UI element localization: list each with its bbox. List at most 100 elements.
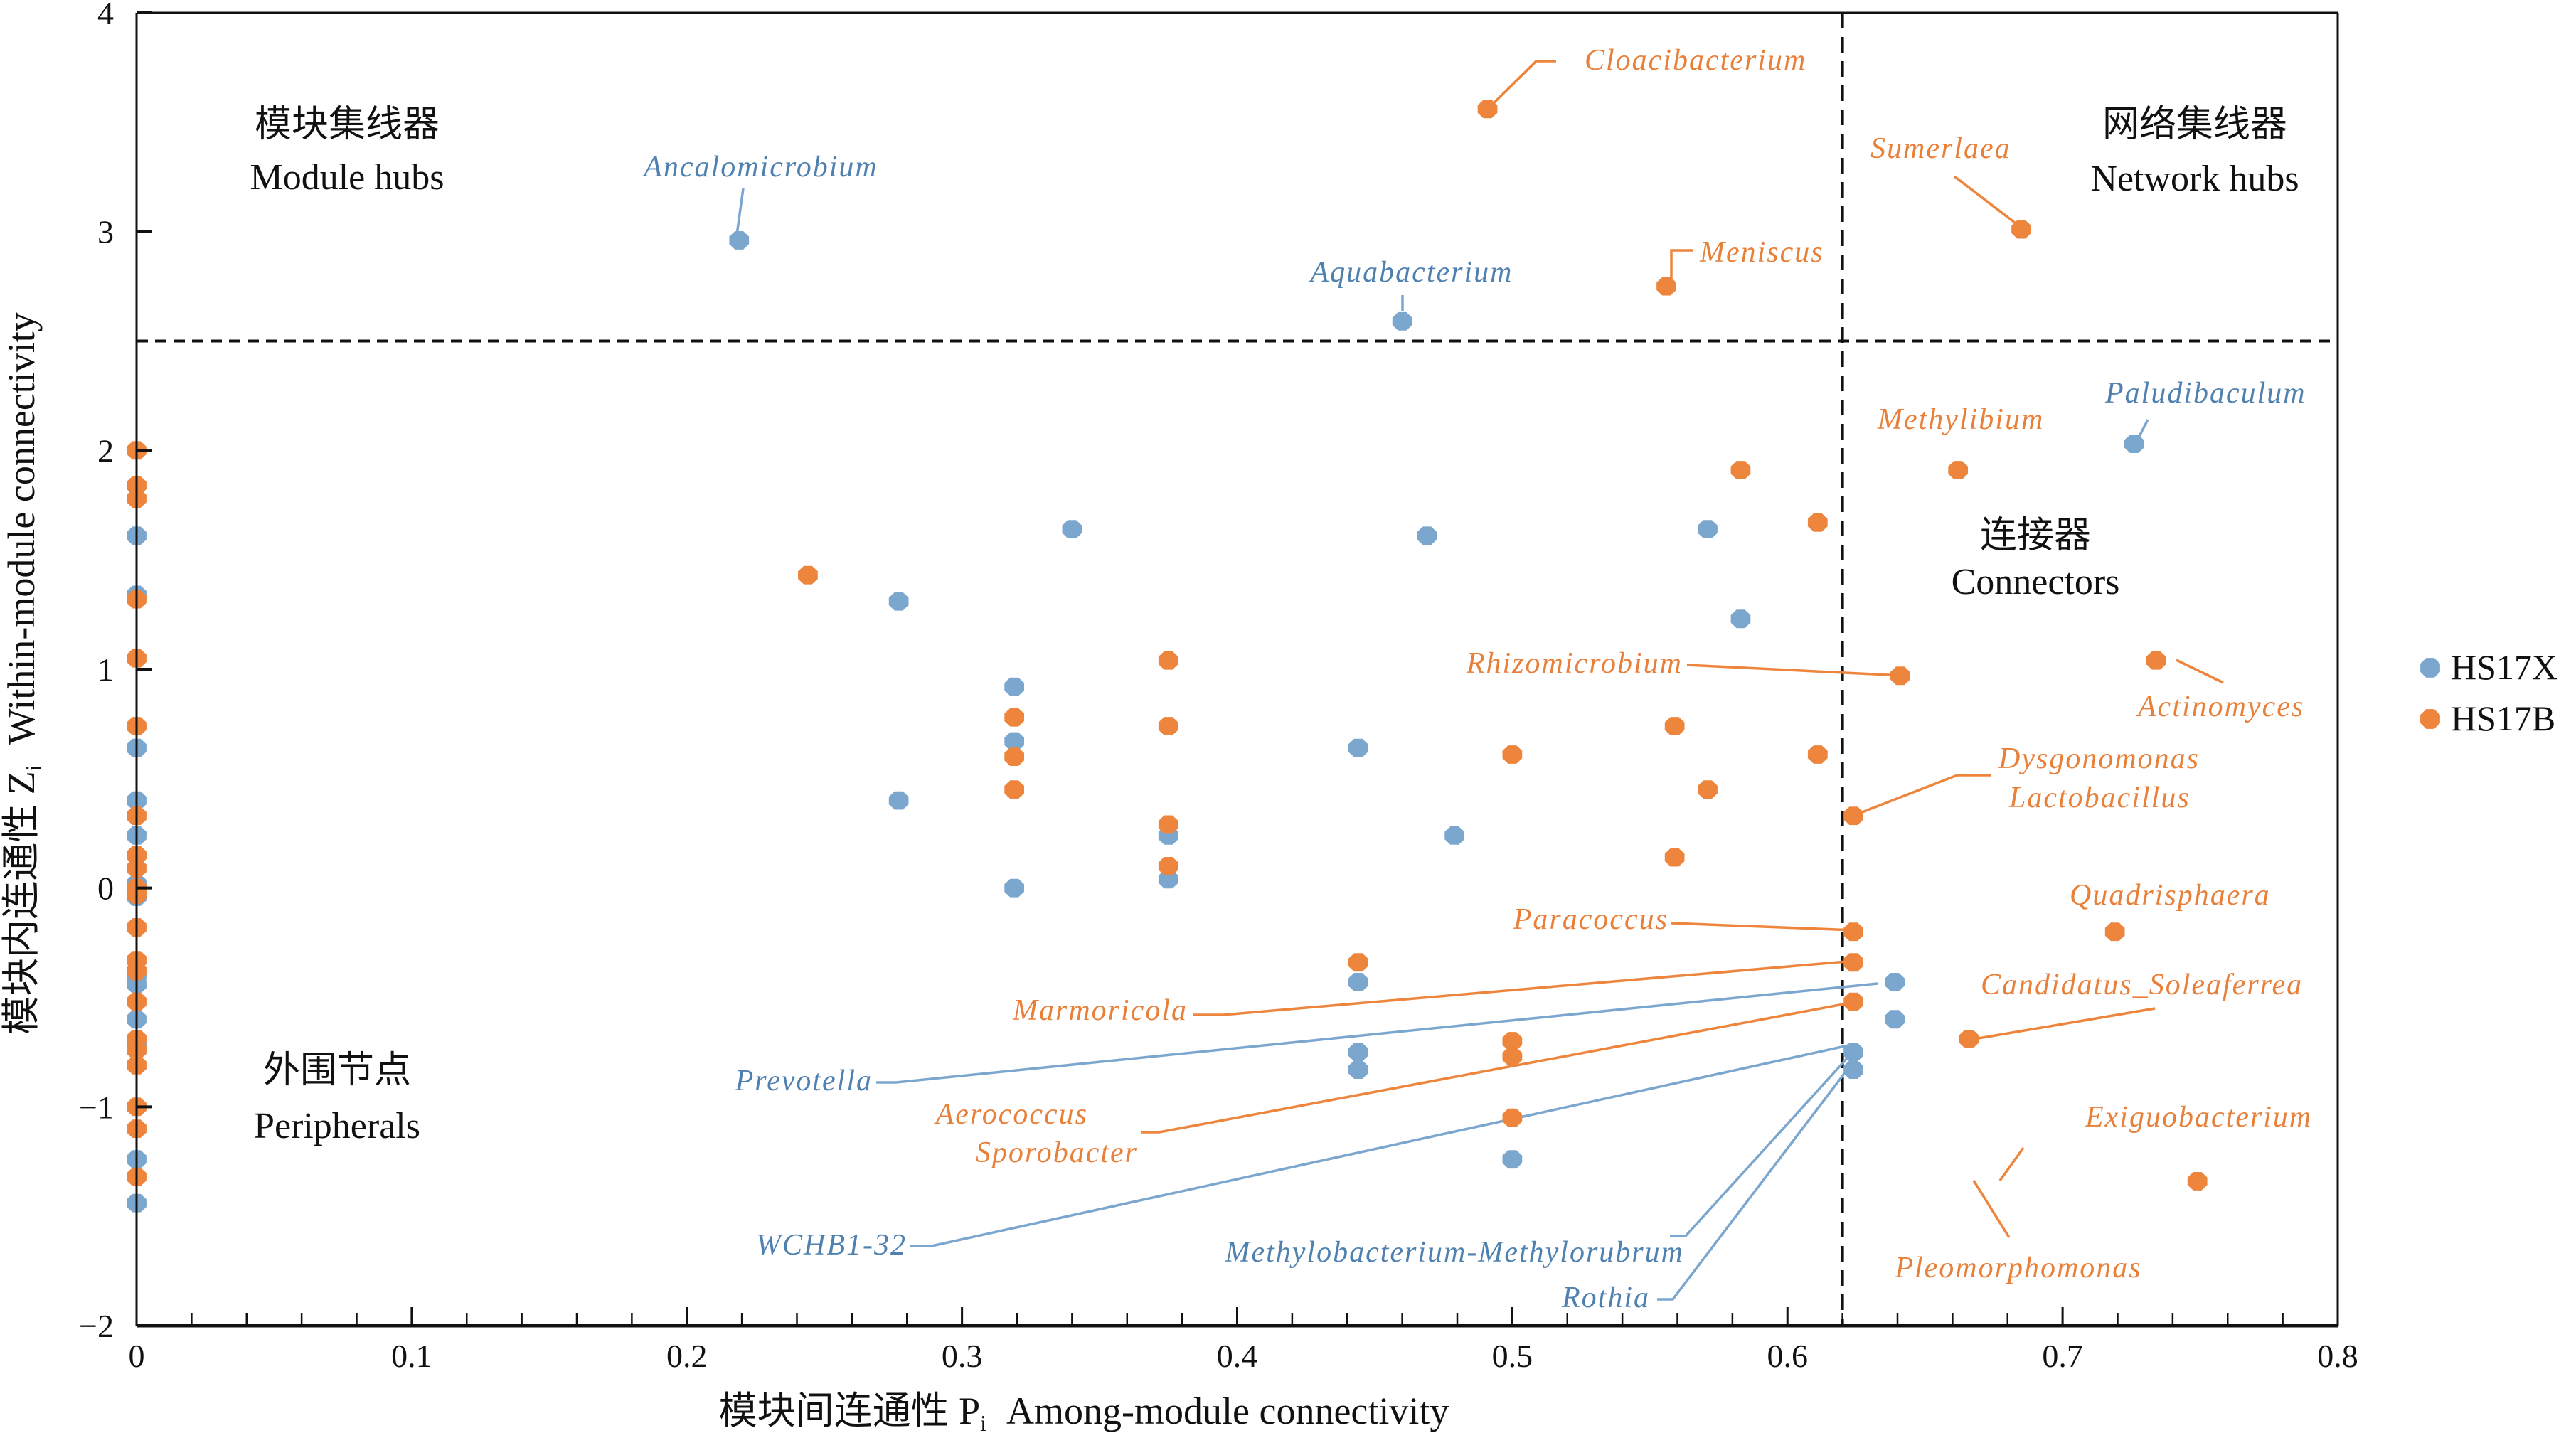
leader-line-pleomorphomonas: [1972, 1180, 2011, 1238]
y-tick-label: −1: [79, 1089, 114, 1125]
annotation-rothia: Rothia: [1561, 1282, 1650, 1314]
point-hs17b: [2146, 651, 2166, 670]
annotation-leader-lines: [735, 60, 2224, 1301]
region-network-hubs-cn: 网络集线器: [2102, 105, 2287, 145]
point-hs17b: [1807, 513, 1828, 532]
annotation-quadrisphaera: Quadrisphaera: [2070, 879, 2271, 912]
point-hs17b: [1807, 745, 1828, 764]
point-hs17x: [1843, 1060, 1863, 1079]
point-hs17b: [1843, 953, 1863, 972]
point-hs17x: [1158, 870, 1178, 889]
leader-line-cloacibacterium: [1489, 60, 1556, 108]
point-hs17x: [729, 231, 750, 250]
y-axis-title-sub: i: [21, 765, 46, 771]
leader-line-paracoccus: [1671, 922, 1856, 932]
annotation-lactobacillus: Lactobacillus: [2008, 782, 2191, 814]
x-tick-label: 0.3: [942, 1338, 983, 1374]
point-hs17b: [1698, 780, 1718, 799]
svg-text:模块内连通性 ZiWithin-module connect: 模块内连通性 Zi Within-module connectivity: [0, 312, 46, 1035]
point-hs17b: [2104, 922, 2125, 942]
point-hs17b: [1843, 806, 1863, 826]
point-hs17x: [1348, 738, 1368, 757]
leader-line-methylobacterium-methylorubrum: [1670, 1048, 1856, 1237]
point-hs17x: [1348, 1043, 1368, 1062]
point-hs17b: [1348, 953, 1368, 972]
x-axis-title: 模块间连通性 Pi Among-module connectivity: [719, 1390, 1449, 1436]
point-hs17x: [1885, 973, 1905, 991]
point-hs17b: [1664, 717, 1685, 735]
point-hs17b: [1004, 747, 1024, 766]
point-hs17b: [1158, 717, 1178, 735]
threshold-lines: [137, 13, 2338, 1326]
x-tick-label: 0.7: [2042, 1338, 2083, 1374]
point-hs17b: [1502, 1047, 1523, 1066]
point-hs17b: [1004, 780, 1024, 799]
y-axis-title-en: Within-module connectivity: [0, 312, 43, 745]
annotations: Ancalomicrobium Cloacibacterium Sumerlaea M…: [642, 44, 2312, 1314]
point-hs17b: [2011, 220, 2031, 239]
leader-line-rhizomicrobium: [1686, 664, 1903, 677]
legend-label-hs17b: HS17B: [2451, 698, 2555, 738]
leader-line-actinomyces: [2176, 659, 2224, 684]
x-tick-label: 0.6: [1767, 1338, 1809, 1374]
region-labels: 模块集线器 Module hubs 网络集线器 Network hubs 连接器…: [250, 105, 2299, 1146]
point-hs17x: [1502, 1150, 1523, 1169]
point-hs17x: [1004, 878, 1024, 898]
annotation-marmoricola: Marmoricola: [1012, 994, 1188, 1027]
region-peripherals-en: Peripherals: [254, 1106, 420, 1146]
y-tick-label: 1: [97, 651, 114, 688]
region-module-hubs-en: Module hubs: [250, 157, 445, 198]
legend-item-hs17b[interactable]: HS17B: [2420, 698, 2555, 738]
leader-line-rothia: [1657, 1058, 1856, 1301]
annotation-aerococcus: Aerococcus: [934, 1098, 1088, 1131]
x-tick-label: 0.5: [1492, 1338, 1533, 1374]
legend-item-hs17x[interactable]: HS17X: [2420, 647, 2558, 687]
leader-line-sumerlaea: [1953, 175, 2023, 229]
annotation-wchb1-32: WCHB1-32: [756, 1229, 907, 1262]
leader-line-aerococcus: [1141, 1001, 1856, 1134]
annotation-sumerlaea: Sumerlaea: [1870, 132, 2011, 165]
point-hs17b: [1843, 922, 1863, 942]
annotation-sporobacter: Sporobacter: [976, 1136, 1138, 1169]
point-hs17b: [1664, 848, 1685, 867]
annotation-pleomorphomonas: Pleomorphomonas: [1894, 1252, 2141, 1284]
point-hs17x: [888, 592, 909, 611]
point-hs17b: [1843, 992, 1863, 1011]
annotation-aquabacterium: Aquabacterium: [1309, 256, 1513, 289]
annotation-dysgonomonas: Dysgonomonas: [1998, 742, 2200, 775]
point-hs17x: [1730, 609, 1751, 629]
point-hs17x: [1004, 677, 1024, 696]
region-module-hubs-cn: 模块集线器: [255, 105, 440, 145]
y-tick-label: 4: [97, 0, 114, 31]
y-tick-label: 3: [97, 214, 114, 250]
leader-line-ancalomicrobium: [735, 188, 745, 235]
annotation-meniscus: Meniscus: [1699, 236, 1824, 269]
annotation-rhizomicrobium: Rhizomicrobium: [1466, 647, 1683, 680]
point-hs17b: [1158, 857, 1178, 875]
legend-marker-hs17b: [2420, 709, 2440, 729]
point-hs17b: [1948, 461, 1968, 479]
data-points: [127, 100, 2208, 1213]
legend-label-hs17x: HS17X: [2451, 647, 2558, 687]
legend: HS17X HS17B: [2420, 647, 2558, 738]
point-hs17b: [1477, 100, 1498, 119]
point-hs17b: [1959, 1030, 1979, 1048]
point-hs17x: [1444, 826, 1464, 845]
leader-line-dysgonomonas: [1854, 774, 1991, 816]
annotation-methylobacterium-methylorubrum: Methylobacterium-Methylorubrum: [1224, 1236, 1684, 1269]
x-tick-label: 0.2: [666, 1338, 708, 1374]
annotation-ancalomicrobium: Ancalomicrobium: [642, 151, 878, 183]
y-tick-label: −2: [79, 1308, 114, 1344]
point-hs17b: [1502, 1032, 1523, 1050]
point-hs17x: [1392, 311, 1412, 331]
leader-line-prevotella: [876, 982, 1878, 1084]
annotation-exiguobacterium: Exiguobacterium: [2085, 1101, 2312, 1134]
annotation-prevotella: Prevotella: [735, 1065, 873, 1097]
point-hs17x: [1885, 1010, 1905, 1029]
leader-line-meniscus: [1670, 249, 1693, 281]
x-tick-label: 0.1: [391, 1338, 432, 1374]
region-peripherals-cn: 外围节点: [263, 1050, 411, 1091]
point-hs17b: [2187, 1172, 2208, 1191]
